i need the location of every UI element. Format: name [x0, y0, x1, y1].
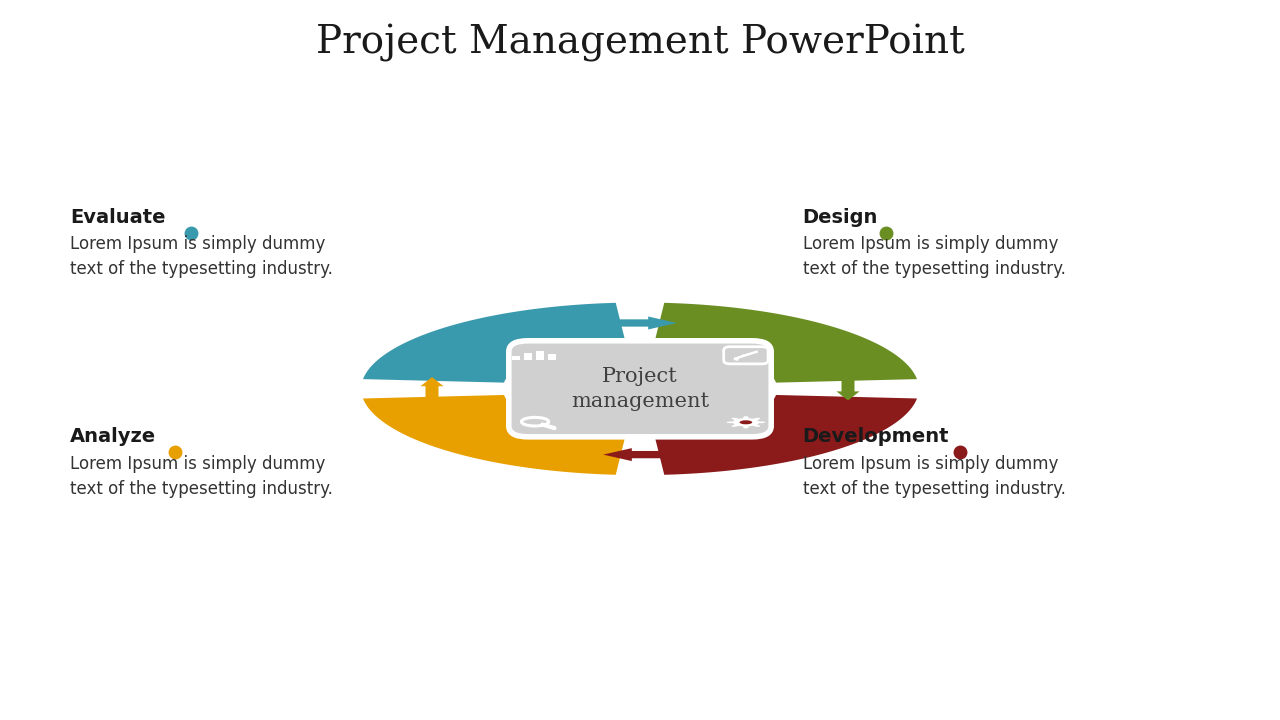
Text: Project Management PowerPoint: Project Management PowerPoint — [316, 24, 964, 62]
Bar — [536, 351, 544, 359]
Text: Development: Development — [803, 428, 948, 446]
Text: Lorem Ipsum is simply dummy
text of the typesetting industry.: Lorem Ipsum is simply dummy text of the … — [803, 235, 1065, 279]
Bar — [512, 356, 520, 359]
Polygon shape — [360, 300, 630, 385]
Text: Project
management: Project management — [571, 366, 709, 411]
Polygon shape — [650, 392, 920, 477]
Bar — [548, 354, 556, 359]
Text: Evaluate: Evaluate — [70, 208, 166, 227]
Text: Design: Design — [803, 208, 878, 227]
Ellipse shape — [740, 420, 753, 424]
Polygon shape — [420, 377, 444, 400]
Polygon shape — [603, 317, 677, 330]
Text: Analyze: Analyze — [70, 428, 156, 446]
Polygon shape — [837, 377, 860, 400]
Polygon shape — [360, 392, 630, 477]
Bar — [524, 353, 531, 359]
Polygon shape — [650, 300, 920, 385]
Text: Lorem Ipsum is simply dummy
text of the typesetting industry.: Lorem Ipsum is simply dummy text of the … — [70, 455, 333, 498]
Polygon shape — [603, 448, 677, 461]
Text: Lorem Ipsum is simply dummy
text of the typesetting industry.: Lorem Ipsum is simply dummy text of the … — [803, 455, 1065, 498]
Text: Lorem Ipsum is simply dummy
text of the typesetting industry.: Lorem Ipsum is simply dummy text of the … — [70, 235, 333, 279]
FancyBboxPatch shape — [508, 341, 771, 437]
Polygon shape — [727, 416, 765, 428]
